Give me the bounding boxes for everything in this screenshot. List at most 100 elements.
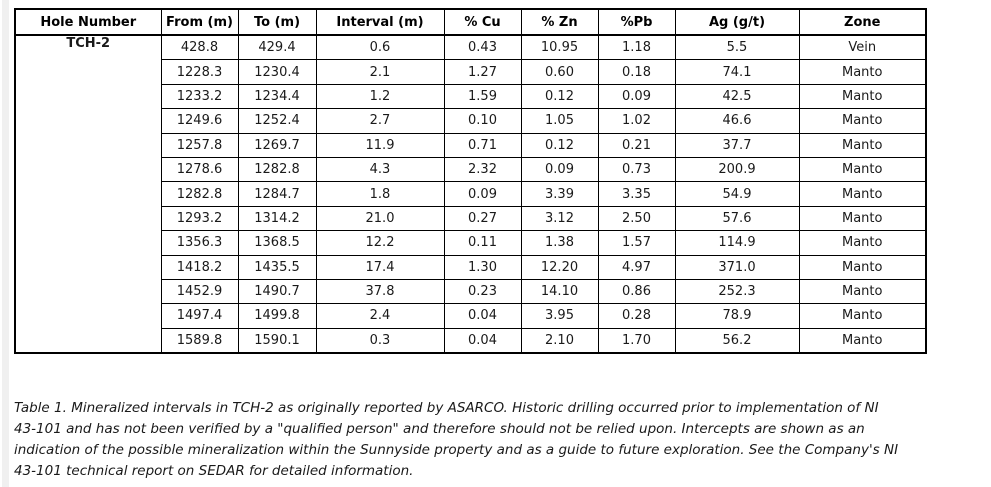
table-row: 1356.3 1368.5 12.2 0.11 1.38 1.57 114.9 Manto xyxy=(15,230,927,256)
table-row: 1452.9 1490.7 37.8 0.23 14.10 0.86 252.3 Manto xyxy=(15,278,927,305)
cell-interval: 11.9 xyxy=(315,132,445,158)
table-row: 1228.3 1230.4 2.1 1.27 0.60 0.18 74.1 Manto xyxy=(15,59,927,85)
cell-interval: 2.1 xyxy=(315,59,445,85)
header-pb: %Pb xyxy=(597,8,676,36)
cell-from: 1356.3 xyxy=(160,230,239,256)
cell-to: 1252.4 xyxy=(237,108,317,134)
table-body: TCH-2 428.8 429.4 0.6 0.43 10.95 1.18 5.5 Vein 12… xyxy=(14,34,927,354)
caption-line: Table 1. Mineralized intervals in TCH-2 … xyxy=(14,400,879,416)
cell-interval: 21.0 xyxy=(315,205,445,232)
cell-zn: 1.05 xyxy=(520,108,599,134)
cell-from: 1293.2 xyxy=(160,205,239,232)
cell-cu: 0.27 xyxy=(443,205,522,232)
cell-from: 1418.2 xyxy=(160,254,239,280)
header-interval: Interval (m) xyxy=(315,8,445,36)
cell-zn: 0.60 xyxy=(520,59,599,85)
cell-ag: 114.9 xyxy=(674,230,800,256)
header-cu: % Cu xyxy=(443,8,522,36)
cell-zone: Manto xyxy=(798,108,927,134)
cell-interval: 37.8 xyxy=(315,278,445,305)
header-hole-number: Hole Number xyxy=(14,8,162,36)
cell-pb: 4.97 xyxy=(597,254,676,280)
cell-zone: Manto xyxy=(798,278,927,305)
cell-zn: 2.10 xyxy=(520,327,599,354)
table-header-row: Hole Number From (m) To (m) Interval (m)… xyxy=(14,8,927,36)
cell-from: 1278.6 xyxy=(160,156,239,183)
hole-number-cell: TCH-2 xyxy=(14,34,162,354)
cell-ag: 37.7 xyxy=(674,132,800,158)
cell-from: 1233.2 xyxy=(160,83,239,110)
cell-from: 1228.3 xyxy=(160,59,239,85)
cell-zone: Manto xyxy=(798,205,927,232)
cell-zn: 3.39 xyxy=(520,181,599,207)
cell-interval: 1.8 xyxy=(315,181,445,207)
table-row: 1249.6 1252.4 2.7 0.10 1.05 1.02 46.6 Manto xyxy=(15,108,927,134)
cell-cu: 0.11 xyxy=(443,230,522,256)
cell-interval: 17.4 xyxy=(315,254,445,280)
cell-zone: Manto xyxy=(798,327,927,354)
cell-zone: Manto xyxy=(798,230,927,256)
cell-to: 1230.4 xyxy=(237,59,317,85)
cell-zn: 0.12 xyxy=(520,83,599,110)
cell-pb: 1.18 xyxy=(597,34,676,61)
cell-interval: 1.2 xyxy=(315,83,445,110)
cell-cu: 0.10 xyxy=(443,108,522,134)
cell-cu: 0.09 xyxy=(443,181,522,207)
cell-pb: 3.35 xyxy=(597,181,676,207)
cell-zone: Manto xyxy=(798,83,927,110)
cell-interval: 0.6 xyxy=(315,34,445,61)
cell-zn: 1.38 xyxy=(520,230,599,256)
cell-to: 1490.7 xyxy=(237,278,317,305)
cell-zn: 12.20 xyxy=(520,254,599,280)
cell-pb: 1.57 xyxy=(597,230,676,256)
cell-from: 1589.8 xyxy=(160,327,239,354)
cell-pb: 0.21 xyxy=(597,132,676,158)
cell-pb: 0.09 xyxy=(597,83,676,110)
cell-zone: Manto xyxy=(798,59,927,85)
table-row: 1282.8 1284.7 1.8 0.09 3.39 3.35 54.9 Manto xyxy=(15,181,927,207)
cell-pb: 0.86 xyxy=(597,278,676,305)
cell-to: 1269.7 xyxy=(237,132,317,158)
cell-ag: 57.6 xyxy=(674,205,800,232)
cell-pb: 0.18 xyxy=(597,59,676,85)
cell-ag: 56.2 xyxy=(674,327,800,354)
mineralized-intervals-table: Hole Number From (m) To (m) Interval (m)… xyxy=(14,8,927,355)
cell-to: 1590.1 xyxy=(237,327,317,354)
cell-zn: 14.10 xyxy=(520,278,599,305)
table-caption: Table 1. Mineralized intervals in TCH-2 … xyxy=(14,398,984,482)
cell-interval: 2.7 xyxy=(315,108,445,134)
cell-ag: 78.9 xyxy=(674,303,800,329)
cell-ag: 54.9 xyxy=(674,181,800,207)
cell-cu: 0.04 xyxy=(443,303,522,329)
cell-interval: 4.3 xyxy=(315,156,445,183)
cell-cu: 0.43 xyxy=(443,34,522,61)
cell-from: 1497.4 xyxy=(160,303,239,329)
cell-cu: 1.59 xyxy=(443,83,522,110)
table-row: 1233.2 1234.4 1.2 1.59 0.12 0.09 42.5 Manto xyxy=(15,83,927,110)
cell-to: 1284.7 xyxy=(237,181,317,207)
cell-pb: 2.50 xyxy=(597,205,676,232)
table-row: TCH-2 428.8 429.4 0.6 0.43 10.95 1.18 5.5 Vein xyxy=(14,34,927,354)
cell-cu: 0.23 xyxy=(443,278,522,305)
header-ag: Ag (g/t) xyxy=(674,8,800,36)
cell-ag: 74.1 xyxy=(674,59,800,85)
cell-cu: 2.32 xyxy=(443,156,522,183)
header-to: To (m) xyxy=(237,8,317,36)
cell-zone: Manto xyxy=(798,254,927,280)
header-zone: Zone xyxy=(798,8,927,36)
table-row: 1418.2 1435.5 17.4 1.30 12.20 4.97 371.0 Manto xyxy=(15,254,927,280)
table-row: 1257.8 1269.7 11.9 0.71 0.12 0.21 37.7 Manto xyxy=(15,132,927,158)
cell-zone: Vein xyxy=(798,34,927,61)
cell-interval: 12.2 xyxy=(315,230,445,256)
cell-zn: 3.95 xyxy=(520,303,599,329)
cell-zone: Manto xyxy=(798,132,927,158)
cell-zone: Manto xyxy=(798,303,927,329)
cell-to: 1282.8 xyxy=(237,156,317,183)
cell-zone: Manto xyxy=(798,181,927,207)
cell-pb: 0.28 xyxy=(597,303,676,329)
cell-ag: 42.5 xyxy=(674,83,800,110)
cell-to: 1499.8 xyxy=(237,303,317,329)
table-row: 1293.2 1314.2 21.0 0.27 3.12 2.50 57.6 Manto xyxy=(15,205,927,232)
cell-zn: 0.12 xyxy=(520,132,599,158)
cell-from: 1249.6 xyxy=(160,108,239,134)
